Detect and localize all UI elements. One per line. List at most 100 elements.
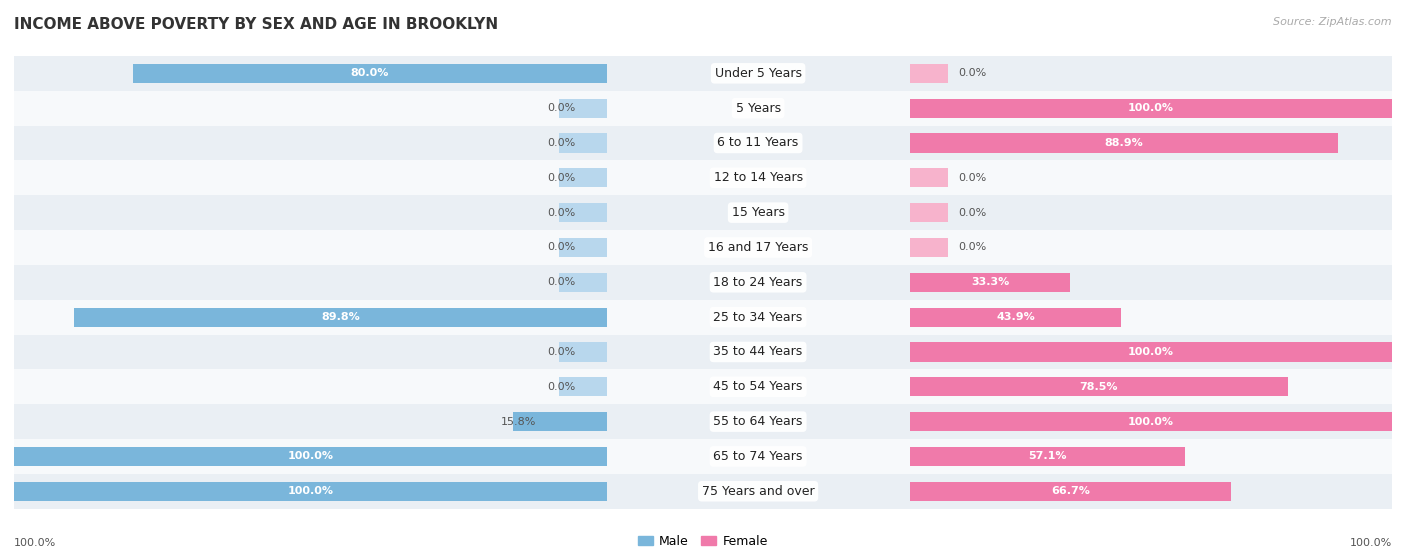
Text: 0.0%: 0.0% [957,207,986,217]
Bar [14,126,606,160]
Bar [910,195,1392,230]
Text: 57.1%: 57.1% [1028,452,1067,461]
Text: 0.0%: 0.0% [547,382,575,392]
Text: 100.0%: 100.0% [287,452,333,461]
Text: 35 to 44 Years: 35 to 44 Years [713,345,803,358]
Text: 100.0%: 100.0% [1128,347,1174,357]
Bar [606,91,910,126]
Bar [14,230,606,265]
Text: 45 to 54 Years: 45 to 54 Years [713,380,803,394]
Bar [910,265,1392,300]
Bar [606,230,910,265]
Text: 0.0%: 0.0% [957,243,986,253]
Text: 100.0%: 100.0% [1350,538,1392,548]
Bar [910,447,1185,466]
Text: 75 Years and over: 75 Years and over [702,485,814,498]
Bar [910,474,1392,509]
Bar [606,474,910,509]
Text: 55 to 64 Years: 55 to 64 Years [713,415,803,428]
Text: 0.0%: 0.0% [547,277,575,287]
Text: 88.9%: 88.9% [1105,138,1143,148]
Bar [513,412,606,431]
Bar [910,160,1392,195]
Legend: Male, Female: Male, Female [633,530,773,553]
Text: 5 Years: 5 Years [735,102,780,115]
Bar [910,439,1392,474]
Bar [910,98,1392,118]
Bar [910,404,1392,439]
Text: 100.0%: 100.0% [1128,416,1174,427]
Bar [606,56,910,91]
Text: 0.0%: 0.0% [547,138,575,148]
Text: 18 to 24 Years: 18 to 24 Years [713,276,803,289]
Bar [910,134,1339,153]
Bar [606,404,910,439]
Text: 0.0%: 0.0% [547,173,575,183]
Bar [910,300,1392,334]
Bar [14,447,606,466]
Bar [910,369,1392,404]
Bar [606,369,910,404]
Text: 43.9%: 43.9% [997,312,1035,322]
Bar [14,56,606,91]
Bar [14,404,606,439]
Bar [560,238,606,257]
Text: Source: ZipAtlas.com: Source: ZipAtlas.com [1274,17,1392,27]
Text: 100.0%: 100.0% [1128,103,1174,113]
Text: 0.0%: 0.0% [547,347,575,357]
Bar [910,377,1288,396]
Text: 78.5%: 78.5% [1080,382,1118,392]
Text: 0.0%: 0.0% [547,207,575,217]
Bar [910,342,1392,362]
Bar [560,168,606,187]
Text: 15.8%: 15.8% [501,416,537,427]
Text: Under 5 Years: Under 5 Years [714,67,801,80]
Text: 0.0%: 0.0% [547,243,575,253]
Bar [910,238,948,257]
Bar [910,91,1392,126]
Text: 16 and 17 Years: 16 and 17 Years [709,241,808,254]
Text: 0.0%: 0.0% [957,173,986,183]
Text: 6 to 11 Years: 6 to 11 Years [717,136,799,149]
Bar [14,160,606,195]
Bar [910,168,948,187]
Text: 15 Years: 15 Years [731,206,785,219]
Text: 65 to 74 Years: 65 to 74 Years [713,450,803,463]
Text: 33.3%: 33.3% [972,277,1010,287]
Bar [14,482,606,501]
Text: 25 to 34 Years: 25 to 34 Years [713,311,803,324]
Bar [14,265,606,300]
Bar [14,439,606,474]
Text: 100.0%: 100.0% [287,486,333,496]
Bar [560,98,606,118]
Bar [14,334,606,369]
Text: 0.0%: 0.0% [957,68,986,78]
Bar [910,126,1392,160]
Bar [14,91,606,126]
Bar [560,377,606,396]
Bar [560,342,606,362]
Bar [910,412,1392,431]
Bar [910,334,1392,369]
Text: INCOME ABOVE POVERTY BY SEX AND AGE IN BROOKLYN: INCOME ABOVE POVERTY BY SEX AND AGE IN B… [14,17,498,32]
Bar [910,273,1070,292]
Bar [910,230,1392,265]
Text: 89.8%: 89.8% [321,312,360,322]
Bar [560,273,606,292]
Text: 12 to 14 Years: 12 to 14 Years [714,171,803,184]
Bar [132,64,606,83]
Bar [910,56,1392,91]
Bar [606,195,910,230]
Bar [14,474,606,509]
Text: 66.7%: 66.7% [1052,486,1090,496]
Bar [606,439,910,474]
Bar [910,482,1232,501]
Bar [606,300,910,334]
Text: 80.0%: 80.0% [350,68,388,78]
Bar [606,126,910,160]
Bar [606,160,910,195]
Bar [910,203,948,222]
Text: 0.0%: 0.0% [547,103,575,113]
Bar [14,195,606,230]
Bar [910,64,948,83]
